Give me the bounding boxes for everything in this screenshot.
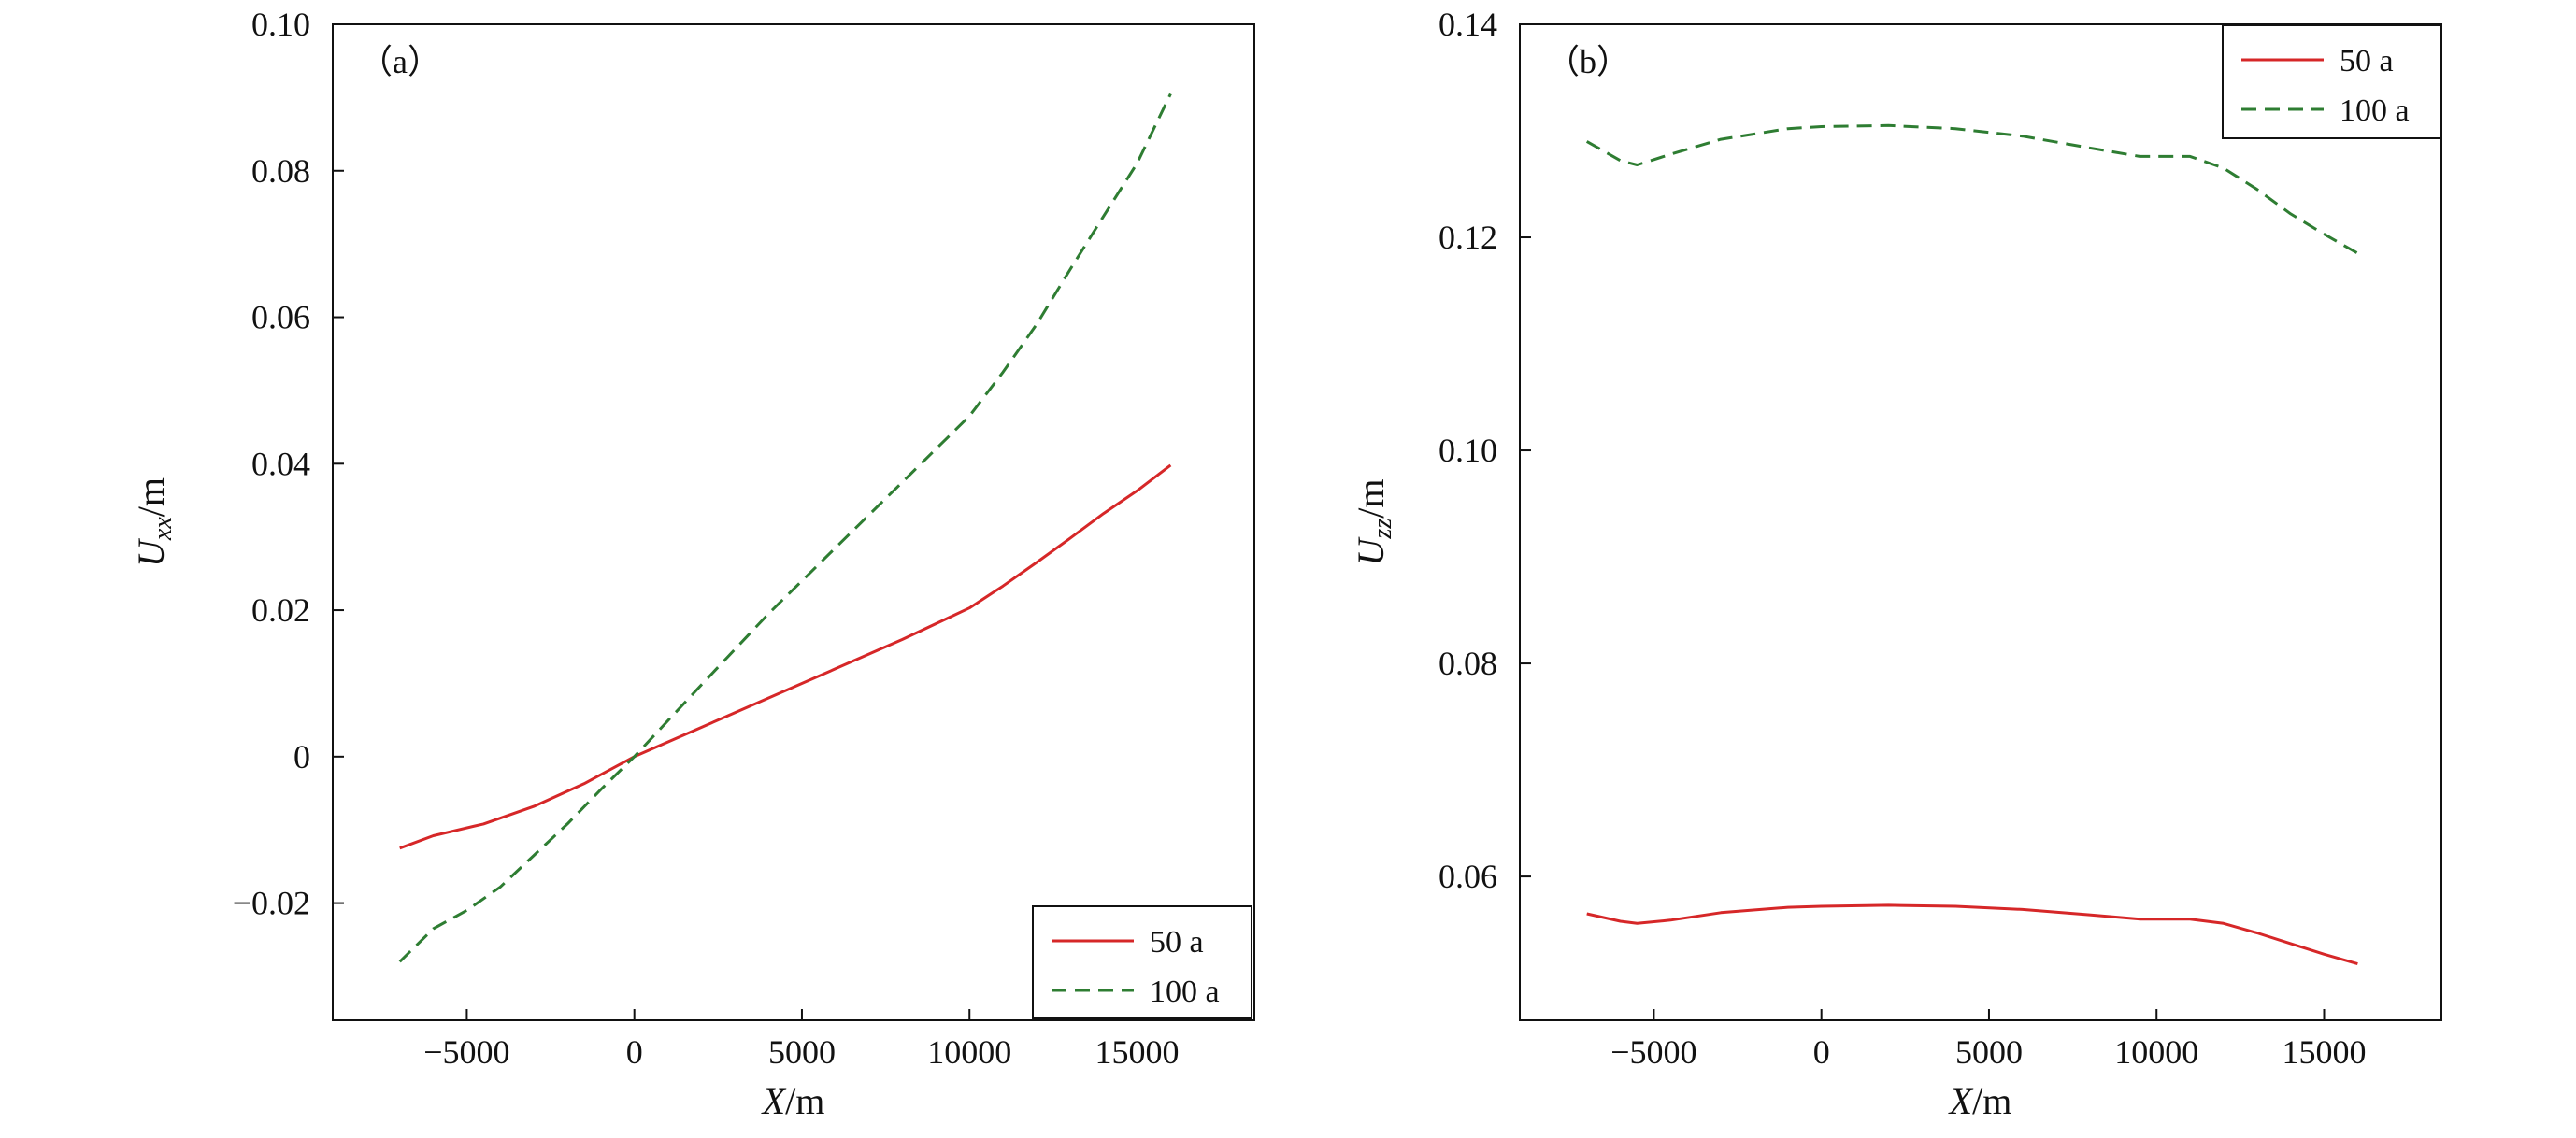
y-tick-label: 0.02 [251,591,310,629]
y-axis-title-variable: U [130,537,172,567]
y-axis-title-subscript: xx [149,517,178,541]
y-axis-title-unit: /m [130,477,172,517]
x-axis-title: X/m [761,1080,825,1122]
x-axis-title-variable: X [1948,1080,1974,1122]
x-axis-title: X/m [1948,1080,2012,1122]
plot-frame [1519,23,2442,1021]
panel-label: （a） [359,43,441,80]
y-tick-label: 0.04 [251,445,310,482]
series-line-50a [399,463,1172,850]
x-tick-label: 10000 [927,1033,1011,1071]
x-tick-label: 15000 [2283,1033,2367,1071]
x-tick-label: −5000 [423,1033,509,1071]
x-tick-label: 10000 [2114,1033,2198,1071]
chart-panel-b: −5000 0 5000 10000 15000 0.06 0.08 0.10 0.12 0.14… [1350,6,2442,1122]
legend-label: 50 a [2340,44,2394,78]
legend-label: 50 a [1150,925,1204,960]
y-axis-title: Uzz/m [1350,479,1397,566]
legend-frame [1032,905,1252,1019]
panel-label: （b） [1546,43,1630,80]
x-tick-label: 5000 [768,1033,836,1071]
y-tick-label: 0.06 [1438,858,1497,895]
y-tick-label: 0.12 [1438,219,1497,256]
y-tick-label: 0.06 [251,299,310,336]
y-tick-label: −0.02 [233,885,310,922]
y-tick-label: 0.10 [251,6,310,43]
legend: 50 a 100 a [2222,24,2441,139]
y-axis-title-unit: /m [1350,479,1392,519]
y-tick-label: 0 [293,738,310,775]
x-tick-label: 0 [1813,1033,1830,1071]
legend-label: 100 a [1150,974,1220,1009]
x-tick-label: 0 [626,1033,643,1071]
series-line-100a [398,92,1172,963]
x-axis-title-variable: X [761,1080,787,1122]
plot-frame [332,23,1255,1021]
y-axis-title: Uxx/m [130,477,178,567]
x-tick-label: −5000 [1610,1033,1696,1071]
series-line-100a [1585,123,2359,255]
x-tick-label: 15000 [1095,1033,1180,1071]
legend-frame [2222,24,2441,139]
y-axis-title-subscript: zz [1368,519,1397,540]
x-axis-title-unit: /m [785,1080,824,1122]
y-tick-label: 0.08 [251,152,310,190]
series-line-50a [1586,903,2358,966]
x-tick-label: 5000 [1955,1033,2023,1071]
y-axis-title-variable: U [1350,535,1392,565]
legend: 50 a 100 a [1032,905,1252,1019]
legend-label: 100 a [2340,93,2410,128]
y-tick-label: 0.10 [1438,432,1497,469]
y-tick-label: 0.08 [1438,645,1497,682]
y-tick-label: 0.14 [1438,6,1497,43]
x-axis-title-unit: /m [1972,1080,2011,1122]
chart-panel-a: −5000 0 5000 10000 15000 −0.02 0 0.02 0.04 0.06 0.… [130,6,1255,1122]
